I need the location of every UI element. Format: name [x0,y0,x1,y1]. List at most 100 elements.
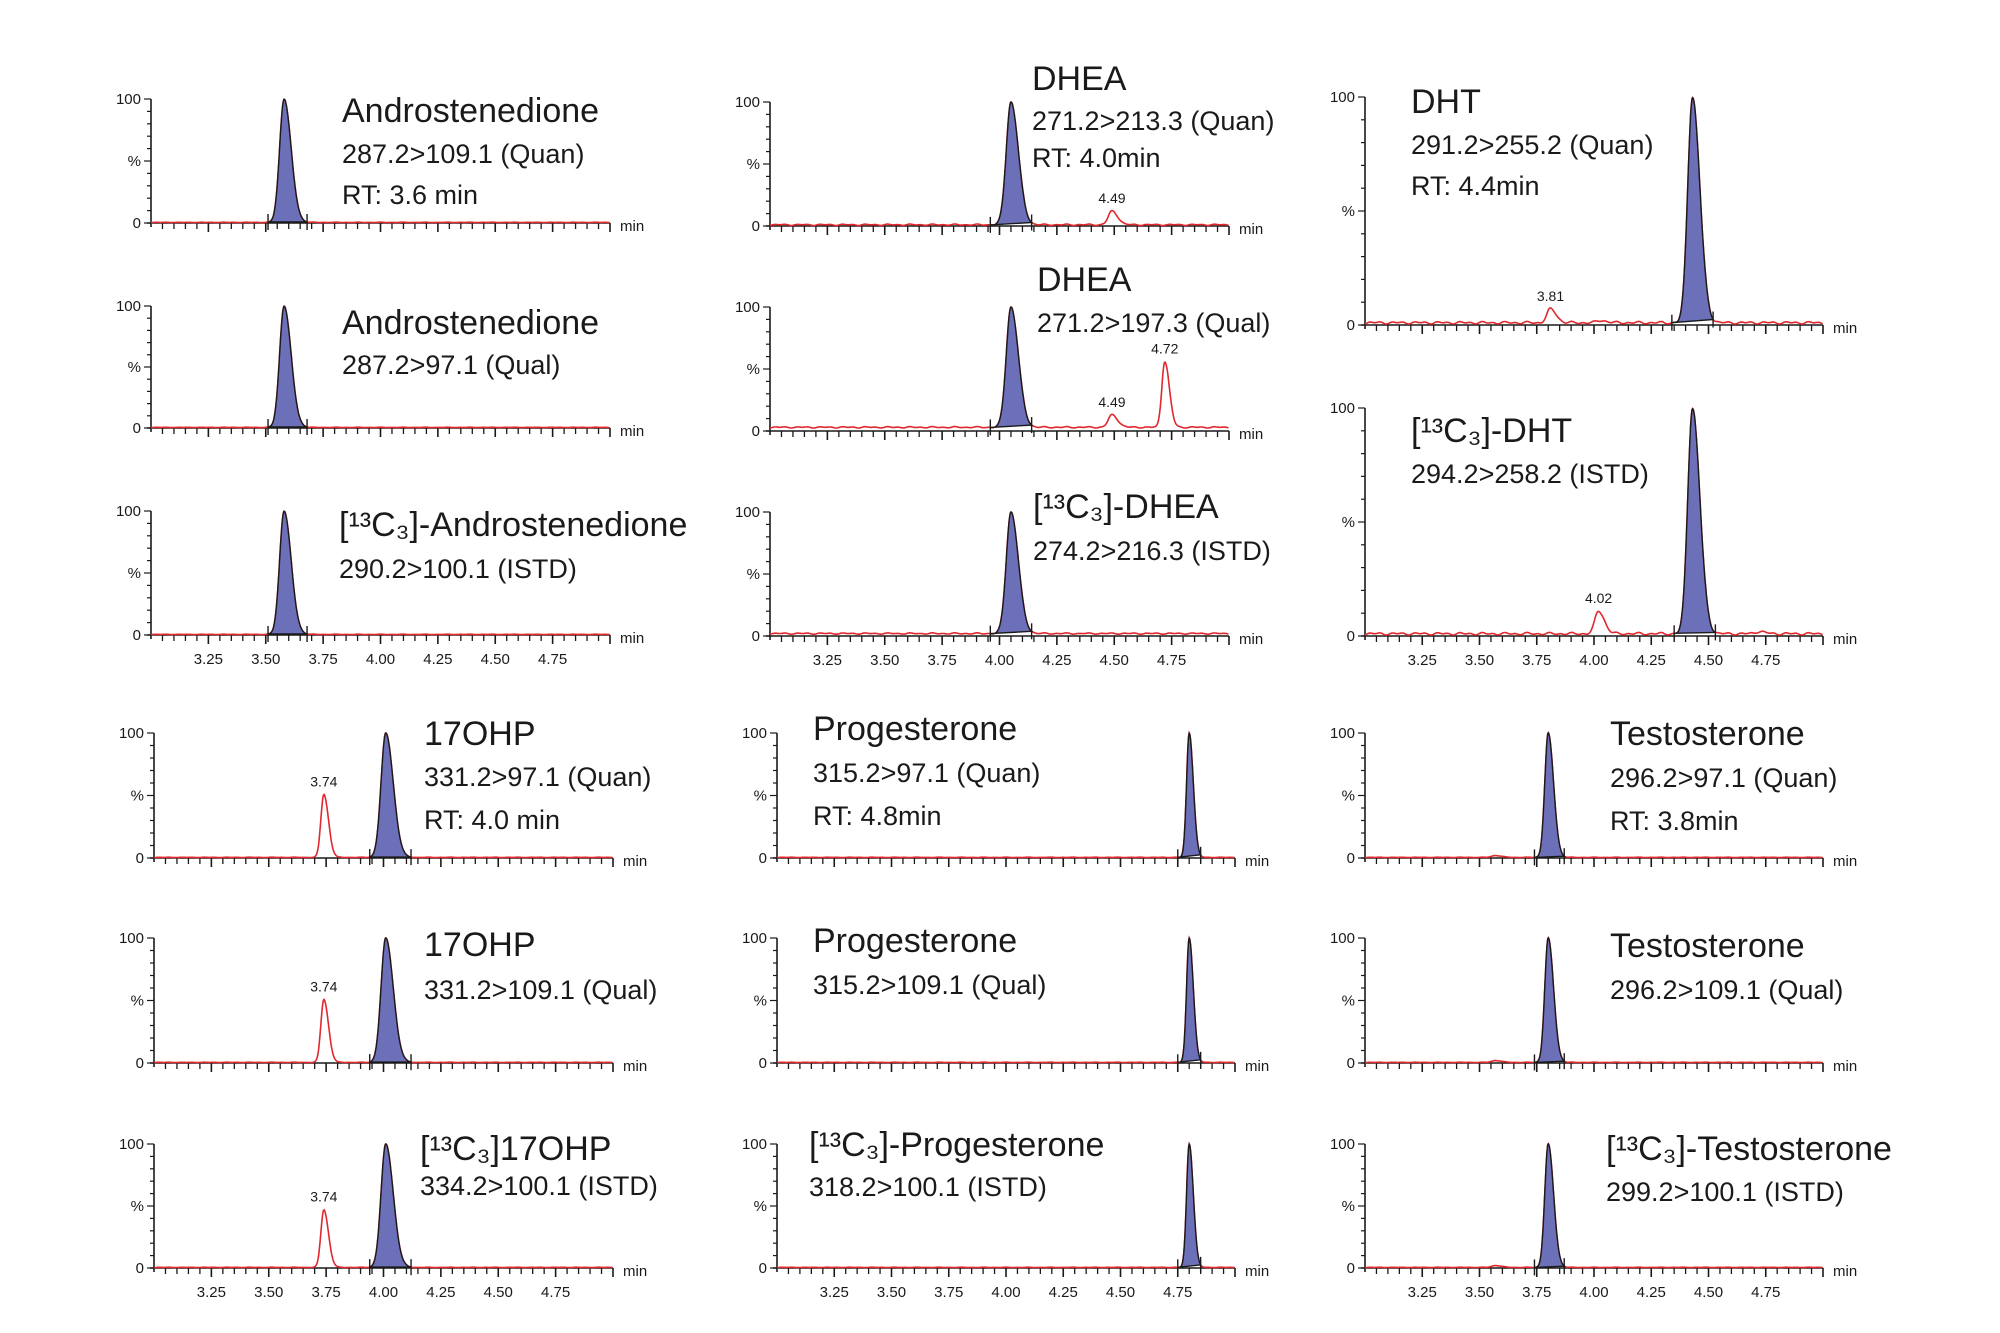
chromatogram-panel: Androstenedione 287.2>97.1 (Qual) 100% 0 min [116,298,644,440]
x-tick-label: 4.00 [1579,1284,1608,1301]
y-tick-label: % [754,993,767,1010]
y-tick-label: 100 [1330,725,1355,742]
y-tick-label: 0 [1347,1260,1355,1277]
y-tick-label: % [754,788,767,805]
integrated-peak [1534,731,1566,859]
y-tick-label: % [1342,514,1355,531]
peak-label: 4.72 [1151,341,1178,357]
peak-label: 3.81 [1537,288,1564,304]
y-tick-label: % [747,566,760,583]
chromatogram-panel: DHT 291.2>255.2 (Quan) RT: 4.4min 100% 0 min 3… [1330,83,1857,337]
y-tick-label: 0 [133,420,141,437]
compound-title: DHT [1411,83,1481,121]
x-tick-label: 3.50 [877,1284,906,1301]
y-tick-label: 0 [133,627,141,644]
x-tick-label: 3.75 [1522,652,1551,669]
transition-label: 331.2>109.1 (Qual) [424,975,657,1005]
compound-title: [¹³C₃]-Progesterone [809,1126,1104,1164]
y-tick-label: % [1342,1198,1355,1215]
chromatogram-trace [776,935,1235,1064]
y-tick-label: % [128,565,141,582]
y-tick-label: 100 [735,94,760,111]
compound-title: Progesterone [813,922,1017,960]
x-axis-unit-label: min [620,218,644,235]
compound-title: [¹³C₃]17OHP [420,1130,611,1168]
peak-label: 3.74 [310,978,337,994]
compound-title: DHEA [1037,261,1132,299]
x-axis-unit-label: min [1239,426,1263,443]
compound-title: Testosterone [1610,715,1805,753]
y-tick-label: % [131,788,144,805]
x-axis-unit-label: min [1833,853,1857,870]
x-tick-label: 4.25 [1049,1284,1078,1301]
chromatogram-panel: [¹³C₃]-DHT 294.2>258.2 (ISTD) 100% 0 3.25 3.5… [1330,400,1857,669]
integrated-peak [1177,936,1202,1063]
transition-label: 331.2>97.1 (Quan) [424,762,651,792]
peak-label: 3.74 [310,773,337,789]
x-tick-label: 4.25 [1637,1284,1666,1301]
x-tick-label: 3.50 [1465,1284,1494,1301]
transition-label: 315.2>109.1 (Qual) [813,970,1046,1000]
transition-label: 287.2>109.1 (Quan) [342,139,584,169]
integrated-peak [1177,1142,1202,1268]
y-tick-label: 100 [742,1136,767,1153]
y-tick-label: 100 [116,503,141,520]
chromatogram-panel: [¹³C₃]-Androstenedione 290.2>100.1 (ISTD)… [116,503,687,668]
y-tick-label: 0 [752,218,760,235]
y-tick-label: % [128,359,141,376]
integrated-peak [1671,96,1715,324]
integrated-peak [990,306,1034,429]
y-tick-label: % [747,361,760,378]
y-tick-label: 0 [1347,317,1355,334]
y-tick-label: % [1342,203,1355,220]
y-tick-label: % [128,153,141,170]
integrated-peak [1674,407,1716,634]
retention-time-label: RT: 4.0min [1032,143,1161,173]
compound-title: Androstenedione [342,92,599,130]
x-tick-label: 3.50 [870,652,899,669]
transition-label: 299.2>100.1 (ISTD) [1606,1177,1844,1207]
transition-label: 294.2>258.2 (ISTD) [1411,459,1649,489]
x-tick-label: 4.50 [1106,1284,1135,1301]
compound-title: DHEA [1032,60,1127,98]
x-tick-label: 3.50 [251,651,280,668]
y-tick-label: 100 [1330,1136,1355,1153]
y-tick-label: 0 [133,215,141,232]
x-tick-label: 4.75 [1163,1284,1192,1301]
x-tick-label: 3.25 [813,652,842,669]
y-tick-label: 100 [742,930,767,947]
x-axis-unit-label: min [1833,1058,1857,1075]
integrated-peak [369,937,412,1063]
x-tick-label: 3.75 [934,1284,963,1301]
compound-title: [¹³C₃]-Testosterone [1606,1130,1892,1168]
transition-label: 291.2>255.2 (Quan) [1411,130,1653,160]
y-tick-label: 100 [742,725,767,742]
y-tick-label: 0 [1347,628,1355,645]
x-tick-label: 4.75 [1157,652,1186,669]
integrated-peak [990,101,1034,226]
x-tick-label: 3.75 [312,1284,341,1301]
y-tick-label: 100 [1330,89,1355,106]
transition-label: 271.2>213.3 (Quan) [1032,106,1274,136]
y-tick-label: 0 [136,1260,144,1277]
integrated-peak [1177,731,1202,858]
integrated-peak [1534,1142,1566,1269]
retention-time-label: RT: 4.4min [1411,171,1540,201]
x-tick-label: 4.25 [426,1284,455,1301]
peak-label: 4.49 [1098,190,1125,206]
y-tick-label: % [1342,993,1355,1010]
integrated-peak [267,305,308,428]
y-tick-label: % [131,1198,144,1215]
integrated-peak [267,98,308,223]
y-tick-label: 100 [116,298,141,315]
y-tick-label: 0 [759,1260,767,1277]
chromatogram-trace [1364,731,1823,859]
transition-label: 296.2>109.1 (Qual) [1610,975,1843,1005]
x-tick-label: 4.00 [369,1284,398,1301]
chromatogram-trace [150,510,610,636]
x-axis-unit-label: min [1833,631,1857,648]
chromatogram-panel: DHEA 271.2>197.3 (Qual) 100% 0 min 4.49 4.72 [735,261,1270,443]
chromatogram-panel: [¹³C₃]-DHEA 274.2>216.3 (ISTD) 100% 0 3.25 3.… [735,488,1271,669]
